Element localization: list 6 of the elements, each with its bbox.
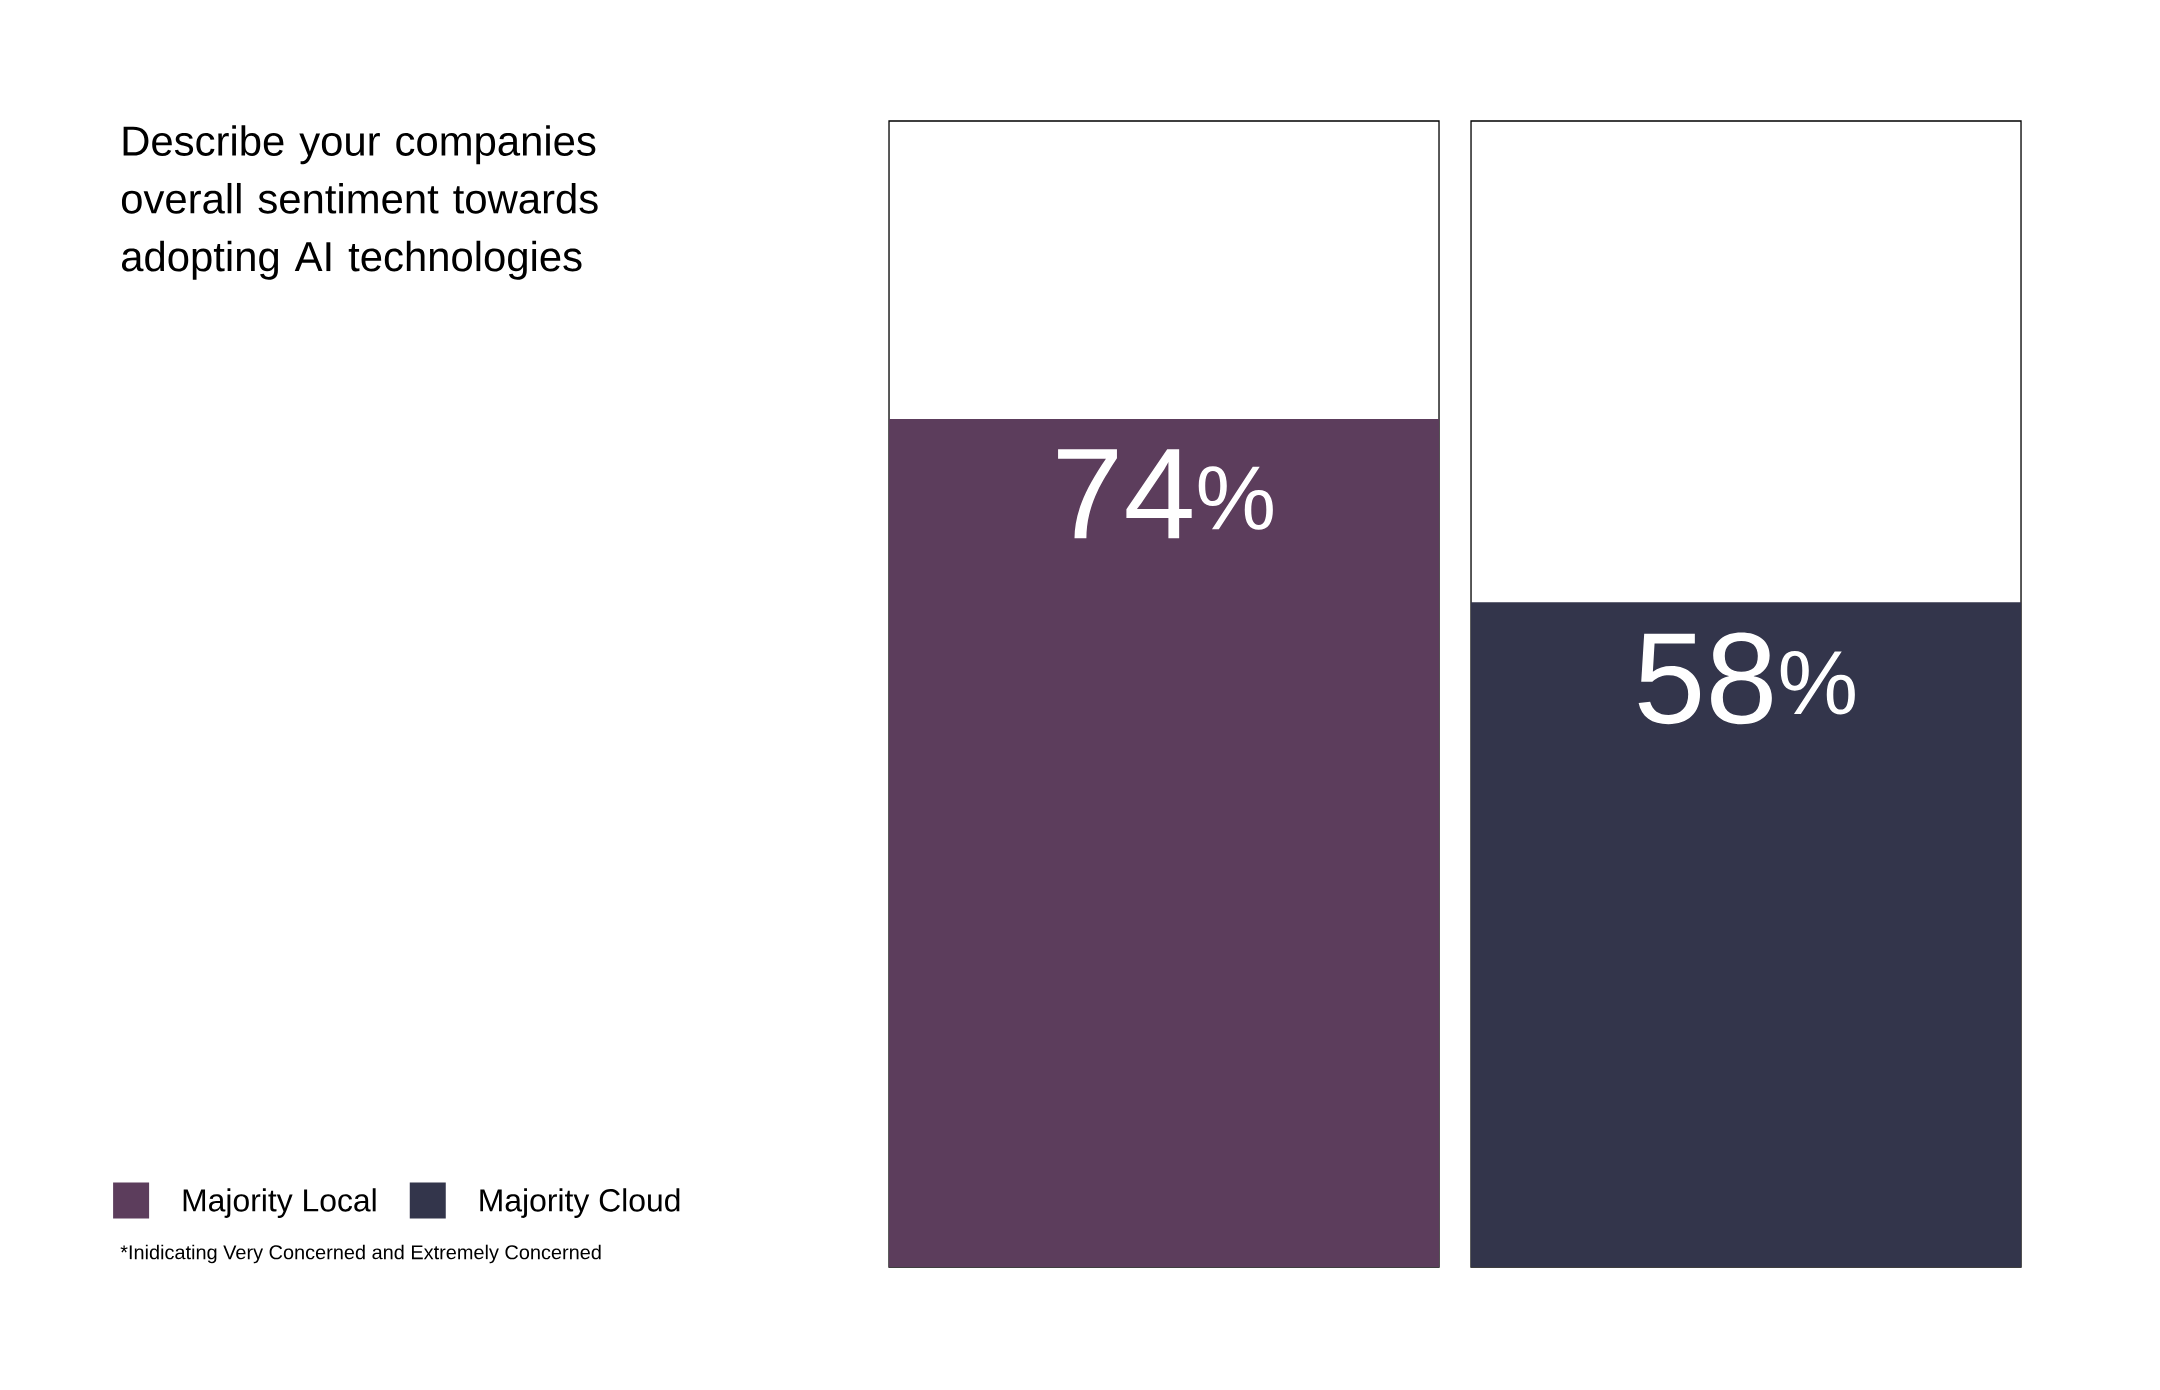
data-label: 58$^{%}$ xyxy=(1638,632,1855,725)
text: *Inidicating Very Concerned and Extremely Concerned xyxy=(120,1244,601,1264)
legend-label: Majority Cloud xyxy=(480,1188,680,1218)
legend-label: Majority Local xyxy=(183,1188,376,1218)
data-label: 74$^{%}$ xyxy=(1058,449,1273,539)
text: Describe your companies overall sentiment towards adopting AI technologies xyxy=(121,125,598,280)
